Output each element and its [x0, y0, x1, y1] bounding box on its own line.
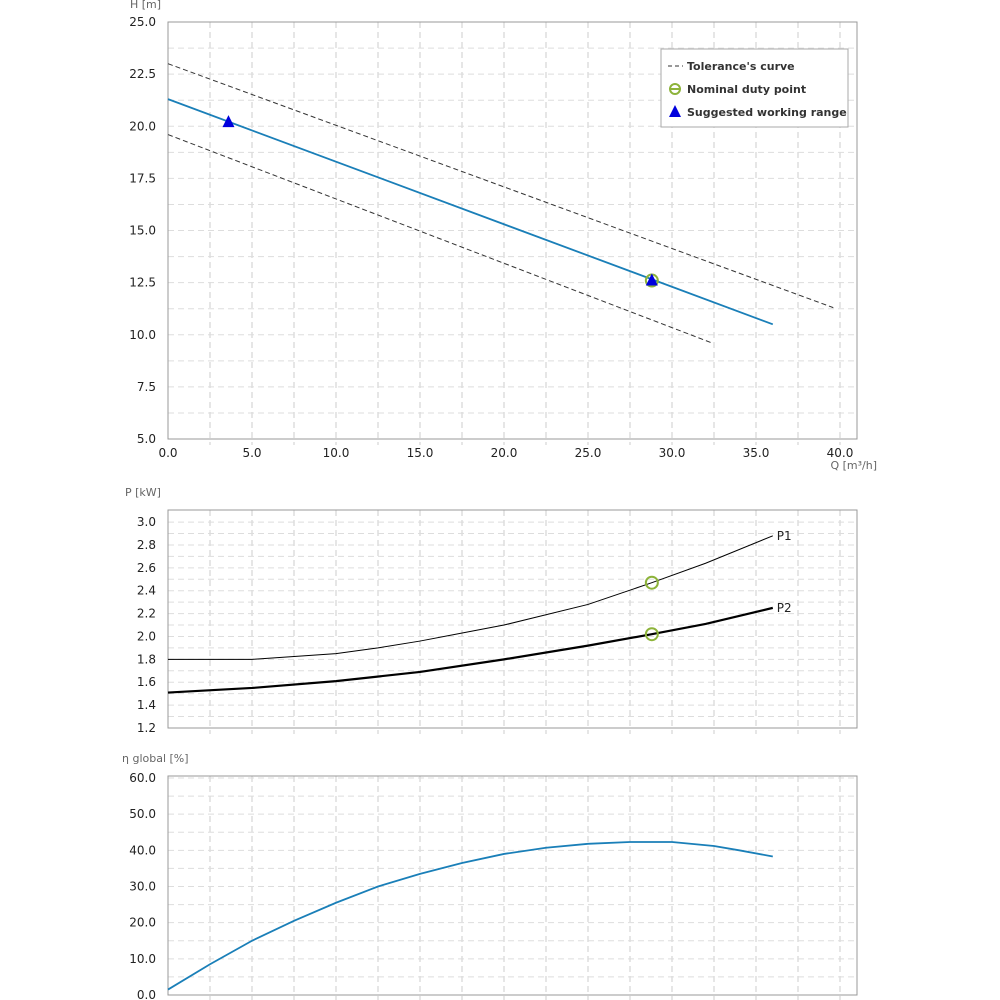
working-range-triangle-marker — [645, 273, 658, 286]
x-axis-label: Q [m³/h] — [830, 459, 877, 472]
nominal-duty-point-marker — [644, 575, 659, 590]
series-line-tolerance-upper — [167, 63, 834, 309]
y-tick-label: 22.5 — [129, 67, 156, 81]
y-tick-label: 30.0 — [129, 879, 156, 893]
y-axis-label: η global [%] — [122, 752, 189, 765]
y-tick-label: 17.5 — [129, 171, 156, 185]
y-tick-label: 20.0 — [129, 119, 156, 133]
x-tick-label: 40.0 — [827, 446, 854, 460]
legend-box — [660, 48, 849, 128]
legend-label: Suggested working range — [687, 106, 847, 119]
nominal-duty-point-marker — [644, 627, 659, 642]
plot-frame — [167, 21, 858, 440]
y-tick-label: 1.4 — [137, 698, 156, 712]
legend-label: Tolerance's curve — [687, 60, 795, 73]
y-tick-label: 10.0 — [129, 952, 156, 966]
y-tick-label: 5.0 — [137, 432, 156, 446]
legend: Tolerance's curve Nominal duty point Sugge… — [660, 48, 849, 128]
chart-panel-0: 5.0 7.5 10.0 12.5 15.0 17.5 20.0 22.5 25.0 H [m] 0… — [129, 0, 877, 472]
y-tick-label: 1.6 — [137, 675, 156, 689]
series-line-p1 — [168, 535, 773, 660]
legend-label: Nominal duty point — [687, 83, 806, 96]
x-tick-label: 25.0 — [575, 446, 602, 460]
x-tick-label: 30.0 — [659, 446, 686, 460]
y-tick-label: 12.5 — [129, 276, 156, 290]
legend-triangle-icon — [669, 105, 681, 117]
y-tick-label: 15.0 — [129, 224, 156, 238]
y-tick-label: 2.8 — [137, 538, 156, 552]
y-tick-label: 2.0 — [137, 629, 156, 643]
x-tick-label: 15.0 — [407, 446, 434, 460]
y-tick-label: 40.0 — [129, 843, 156, 857]
y-tick-label: 2.6 — [137, 561, 156, 575]
y-tick-label: 1.8 — [137, 652, 156, 666]
working-range-triangle-marker — [222, 115, 235, 128]
y-axis-label: H [m] — [130, 0, 161, 11]
x-tick-label: 0.0 — [158, 446, 177, 460]
y-tick-label: 0.0 — [137, 988, 156, 1000]
plot-frame — [167, 775, 858, 996]
series-line-efficiency — [167, 841, 773, 991]
y-axis-label: P [kW] — [125, 486, 161, 499]
series-label-p2: P2 — [777, 601, 792, 615]
series-label-p1: P1 — [777, 529, 792, 543]
chart-panel-2: 0.0 10.0 20.0 30.0 40.0 50.0 60.0 η global [%] — [122, 752, 858, 1000]
x-tick-label: 35.0 — [743, 446, 770, 460]
y-tick-label: 7.5 — [137, 380, 156, 394]
y-tick-label: 50.0 — [129, 807, 156, 821]
y-tick-label: 25.0 — [129, 15, 156, 29]
plot-frame — [167, 509, 858, 729]
y-tick-label: 60.0 — [129, 771, 156, 785]
y-tick-label: 20.0 — [129, 916, 156, 930]
x-tick-label: 10.0 — [323, 446, 350, 460]
x-tick-label: 5.0 — [242, 446, 261, 460]
y-tick-label: 1.2 — [137, 721, 156, 735]
y-tick-label: 2.4 — [137, 584, 156, 598]
x-tick-label: 20.0 — [491, 446, 518, 460]
chart-panel-1: 1.2 1.4 1.6 1.8 2.0 2.2 2.4 2.6 2.8 3.0 P [kW] P1 P2 — [125, 486, 858, 735]
series-line-p2 — [167, 606, 774, 694]
series-line-tolerance-lower — [167, 134, 713, 344]
series-line-h-curve — [167, 98, 774, 326]
y-tick-label: 2.2 — [137, 607, 156, 621]
y-tick-label: 10.0 — [129, 328, 156, 342]
y-tick-label: 3.0 — [137, 515, 156, 529]
